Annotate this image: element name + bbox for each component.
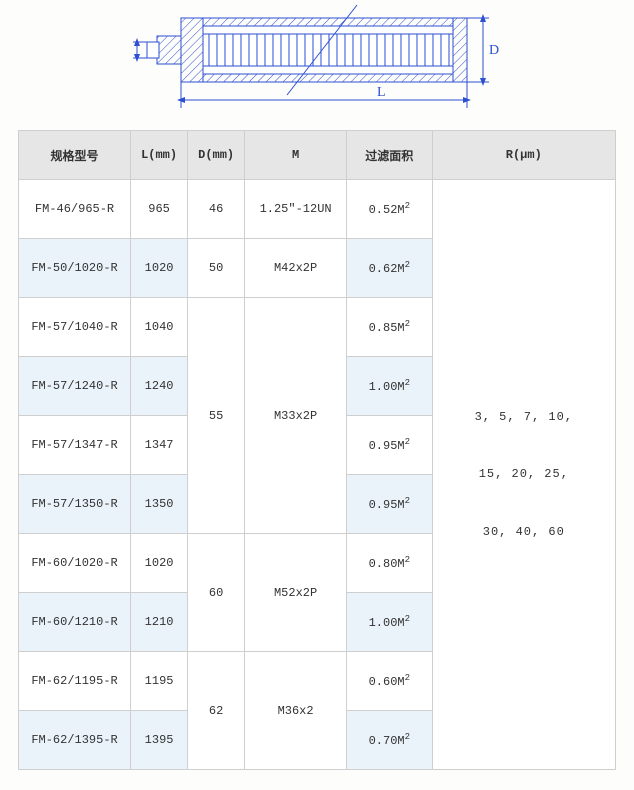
table-row: FM-46/965-R965461.25"-12UN0.52M23, 5, 7,…	[19, 180, 616, 239]
dim-label-l: L	[377, 85, 386, 100]
table-cell: 1350	[131, 475, 188, 534]
col-l: L(mm)	[131, 131, 188, 180]
table-cell: M33x2P	[245, 298, 347, 534]
table-cell: 1020	[131, 239, 188, 298]
table-cell: 62	[188, 652, 245, 770]
table-cell: FM-60/1020-R	[19, 534, 131, 593]
table-cell: M52x2P	[245, 534, 347, 652]
dim-label-d: D	[489, 43, 499, 58]
table-body: FM-46/965-R965461.25"-12UN0.52M23, 5, 7,…	[19, 180, 616, 770]
table-cell: 0.95M2	[347, 416, 433, 475]
table-cell: FM-57/1347-R	[19, 416, 131, 475]
table-cell: 60	[188, 534, 245, 652]
table-cell: FM-57/1240-R	[19, 357, 131, 416]
table-cell: M36x2	[245, 652, 347, 770]
table-cell: 1347	[131, 416, 188, 475]
table-cell: 50	[188, 239, 245, 298]
table-cell: 1.25"-12UN	[245, 180, 347, 239]
table-cell: 1.00M2	[347, 357, 433, 416]
table-cell: FM-50/1020-R	[19, 239, 131, 298]
technical-diagram: L D M	[0, 0, 634, 120]
table-cell: M42x2P	[245, 239, 347, 298]
table-cell: 1.00M2	[347, 593, 433, 652]
table-cell: 0.62M2	[347, 239, 433, 298]
table-cell: 0.60M2	[347, 652, 433, 711]
col-d: D(mm)	[188, 131, 245, 180]
table-cell: 46	[188, 180, 245, 239]
table-cell: 0.85M2	[347, 298, 433, 357]
table-cell: FM-57/1040-R	[19, 298, 131, 357]
table-cell: FM-62/1395-R	[19, 711, 131, 770]
table-cell: 0.52M2	[347, 180, 433, 239]
r-values-cell: 3, 5, 7, 10,15, 20, 25,30, 40, 60	[432, 180, 615, 770]
table-cell: 1195	[131, 652, 188, 711]
col-model: 规格型号	[19, 131, 131, 180]
table-cell: FM-46/965-R	[19, 180, 131, 239]
col-r: R(μm)	[432, 131, 615, 180]
spec-table: 规格型号 L(mm) D(mm) M 过滤面积 R(μm) FM-46/965-…	[18, 130, 616, 770]
spec-table-container: 规格型号 L(mm) D(mm) M 过滤面积 R(μm) FM-46/965-…	[0, 120, 634, 790]
table-cell: FM-57/1350-R	[19, 475, 131, 534]
col-area: 过滤面积	[347, 131, 433, 180]
col-m: M	[245, 131, 347, 180]
table-cell: 1020	[131, 534, 188, 593]
table-cell: FM-60/1210-R	[19, 593, 131, 652]
table-cell: 1395	[131, 711, 188, 770]
table-cell: 0.95M2	[347, 475, 433, 534]
table-cell: 55	[188, 298, 245, 534]
table-cell: 1210	[131, 593, 188, 652]
table-cell: 1040	[131, 298, 188, 357]
table-cell: 0.70M2	[347, 711, 433, 770]
table-header-row: 规格型号 L(mm) D(mm) M 过滤面积 R(μm)	[19, 131, 616, 180]
table-cell: 0.80M2	[347, 534, 433, 593]
table-cell: 965	[131, 180, 188, 239]
table-cell: 1240	[131, 357, 188, 416]
table-cell: FM-62/1195-R	[19, 652, 131, 711]
